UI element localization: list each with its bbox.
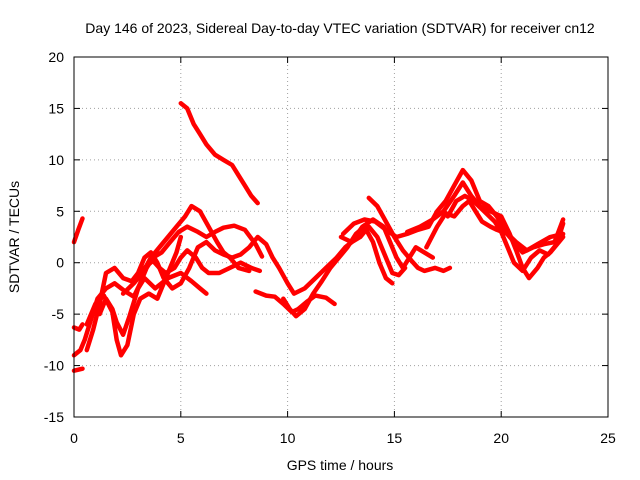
plot-frame (73, 56, 609, 418)
series-arc-15 (340, 167, 566, 255)
series-arc-4 (71, 366, 85, 373)
x-tick-label: 25 (600, 430, 616, 446)
x-tick-label: 15 (387, 430, 403, 446)
series-arc-11 (253, 289, 337, 315)
y-tick-label: 20 (48, 49, 64, 65)
series-arc-7 (97, 270, 209, 337)
y-tick-label: -10 (44, 358, 64, 374)
x-tick-label: 20 (493, 430, 509, 446)
series-arc-2 (71, 322, 85, 332)
x-tick-label: 10 (280, 430, 296, 446)
y-tick-label: -5 (52, 306, 65, 322)
y-tick-label: -15 (44, 409, 64, 425)
x-axis-label: GPS time / hours (287, 457, 394, 473)
x-tick-label: 0 (70, 430, 78, 446)
series-arc-12 (281, 224, 395, 319)
y-tick-label: 10 (48, 152, 64, 168)
series-arc-18 (445, 193, 566, 274)
data-series (71, 101, 566, 373)
series-arc-1 (71, 216, 85, 245)
chart-title: Day 146 of 2023, Sidereal Day-to-day VTE… (85, 20, 595, 36)
series-arc-14 (366, 195, 453, 274)
series-arc-9 (133, 248, 263, 281)
axis-ticks: 0 5 10 15 20 25 -15 -10 -5 0 5 10 15 20 (44, 49, 616, 446)
x-tick-label: 5 (177, 430, 185, 446)
series-arc-10 (178, 101, 260, 206)
y-tick-label: 15 (48, 100, 64, 116)
y-tick-label: 5 (56, 203, 64, 219)
series-arc-13 (338, 217, 436, 271)
gridlines (74, 57, 608, 417)
series-arc-6 (84, 224, 408, 353)
series-arc-16 (404, 180, 566, 281)
y-axis-label: SDTVAR / TECUs (6, 181, 22, 293)
y-tick-label: 0 (56, 255, 64, 271)
